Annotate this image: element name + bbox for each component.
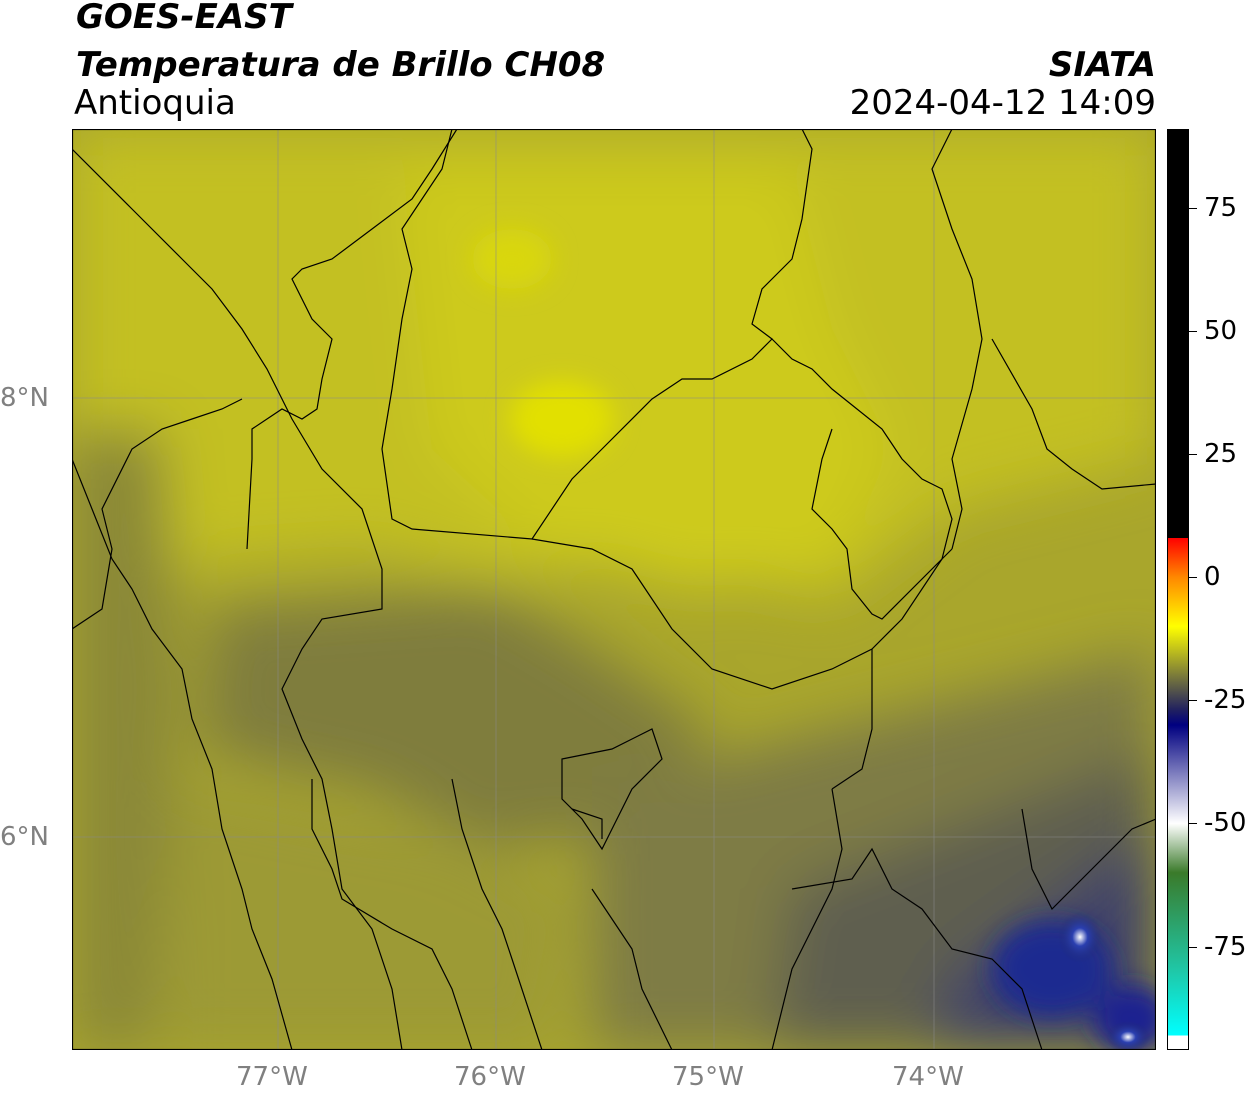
region-label: Antioquia [74,83,236,123]
colorbar-tick-label: -25 [1204,685,1247,716]
colorbar-tick-mark [1189,946,1197,948]
colorbar-tick-mark [1189,700,1197,702]
lat-tick-label: 8°N [0,383,49,413]
colorbar-tick-mark [1189,207,1197,209]
colorbar-tick-label: -50 [1204,808,1247,839]
lon-tick-label: 74°W [892,1062,964,1092]
colorbar-tick-mark [1189,330,1197,332]
agency-label: SIATA [1048,45,1156,85]
colorbar-tick-label: -75 [1204,931,1247,962]
colorbar-tick-label: 25 [1204,439,1238,470]
lon-tick-label: 77°W [236,1062,308,1092]
colorbar [1167,129,1189,1050]
colorbar-tick-mark [1189,454,1197,456]
gridlines [72,129,1156,1050]
lon-tick-label: 76°W [454,1062,526,1092]
colorbar-tick-mark [1189,577,1197,579]
colorbar-tick-label: 50 [1204,315,1238,346]
brightness-temperature-map [72,129,1156,1050]
product-title: Temperatura de Brillo CH08 [76,45,606,85]
lon-tick-label: 75°W [672,1062,744,1092]
colorbar-tick-label: 0 [1204,562,1221,593]
colorbar-tick-mark [1189,823,1197,825]
satellite-title: GOES-EAST [76,0,292,37]
border-lines [72,129,1156,1050]
colorbar-tick-label: 75 [1204,192,1238,223]
datetime-label: 2024-04-12 14:09 [849,83,1156,123]
lat-tick-label: 6°N [0,822,49,852]
